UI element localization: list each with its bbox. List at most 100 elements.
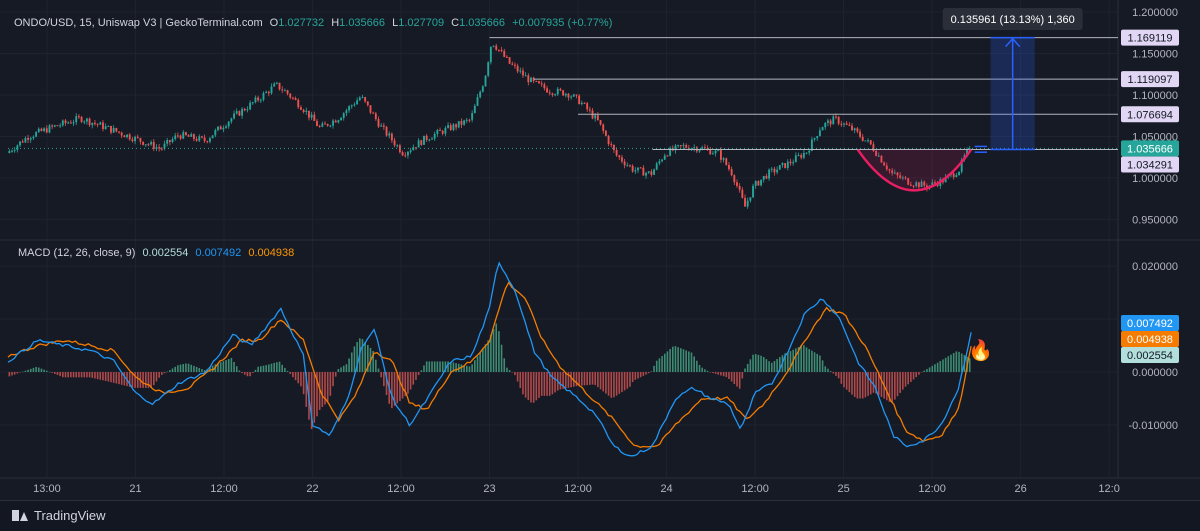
macd-histogram-bar bbox=[770, 362, 773, 373]
macd-histogram-bar bbox=[787, 352, 789, 373]
macd-histogram-bar bbox=[217, 363, 219, 373]
macd-histogram-bar bbox=[281, 364, 284, 373]
macd-histogram-bar bbox=[332, 372, 334, 387]
candle-body bbox=[508, 57, 511, 64]
macd-axis-label: 0.002554 bbox=[1127, 350, 1173, 362]
candle-body bbox=[452, 124, 455, 130]
candle-body bbox=[784, 163, 787, 168]
macd-histogram-bar bbox=[658, 358, 661, 373]
macd-histogram-bar bbox=[286, 370, 289, 373]
candle-body bbox=[380, 125, 383, 127]
candle-body bbox=[278, 82, 281, 90]
candle-body bbox=[602, 124, 605, 131]
macd-histogram-bar bbox=[348, 358, 350, 373]
candle-body bbox=[505, 56, 508, 58]
macd-histogram-bar bbox=[11, 372, 13, 376]
candle-body bbox=[69, 122, 72, 124]
candle-body bbox=[123, 135, 126, 138]
macd-histogram-bar bbox=[952, 353, 955, 373]
macd-signal-line[interactable] bbox=[7, 281, 972, 448]
macd-histogram-bar bbox=[693, 356, 695, 373]
macd-histogram-bar bbox=[471, 364, 473, 373]
candle-body bbox=[267, 91, 270, 94]
candle-body bbox=[11, 150, 13, 152]
candle-body bbox=[530, 77, 532, 83]
price-axis-label: 1.169119 bbox=[1127, 33, 1172, 45]
candle-body bbox=[623, 161, 626, 166]
macd-title[interactable]: MACD (12, 26, close, 9) bbox=[18, 247, 136, 259]
candle-body bbox=[166, 140, 169, 144]
chart-canvas[interactable]: 1.2000001.1500001.1000001.0500001.000000… bbox=[0, 0, 1200, 500]
candle-body bbox=[827, 120, 829, 123]
macd-histogram-bar bbox=[680, 348, 682, 373]
macd-histogram-bar bbox=[690, 352, 693, 373]
macd-axis-label: 0.007492 bbox=[1127, 318, 1173, 330]
macd-histogram-bar bbox=[554, 372, 556, 393]
tradingview-logo[interactable]: TradingView bbox=[12, 508, 106, 523]
candle-body bbox=[388, 133, 391, 136]
candle-body bbox=[457, 121, 460, 128]
candle-body bbox=[476, 97, 479, 106]
candle-body bbox=[449, 125, 452, 130]
macd-histogram-bar bbox=[773, 360, 776, 373]
time-axis-tick-label: 23 bbox=[483, 483, 495, 495]
macd-histogram-bar bbox=[399, 372, 401, 401]
macd-histogram-bar bbox=[249, 372, 251, 377]
macd-histogram-bar bbox=[602, 372, 605, 392]
macd-histogram-bar bbox=[562, 372, 564, 389]
macd-histogram-bar bbox=[300, 372, 302, 387]
macd-histogram-bar bbox=[353, 346, 356, 373]
macd-histogram-bar bbox=[407, 372, 409, 394]
macd-histogram-bar bbox=[32, 367, 35, 373]
macd-histogram-bar bbox=[671, 346, 674, 373]
candle-body bbox=[821, 127, 824, 131]
macd-histogram-bar bbox=[484, 344, 487, 373]
candle-body bbox=[91, 122, 94, 126]
candle-body bbox=[917, 182, 920, 188]
macd-histogram-bar bbox=[102, 372, 104, 381]
candle-body bbox=[709, 149, 712, 155]
time-axis-tick-label: 12:00 bbox=[387, 483, 415, 495]
macd-histogram-bar bbox=[551, 372, 554, 395]
macd-histogram-bar bbox=[350, 352, 353, 373]
macd-histogram-bar bbox=[396, 372, 399, 404]
candle-body bbox=[329, 125, 332, 127]
macd-histogram-bar bbox=[704, 369, 706, 373]
cup-pattern-arc[interactable] bbox=[856, 149, 973, 192]
macd-histogram-bar bbox=[811, 350, 813, 373]
macd-histogram-bar bbox=[185, 363, 187, 373]
candle-body bbox=[324, 123, 326, 125]
candle-body bbox=[88, 118, 91, 126]
macd-histogram-bar bbox=[875, 372, 877, 394]
macd-histogram-bar bbox=[468, 366, 471, 373]
macd-histogram-bar bbox=[75, 372, 78, 378]
candle-body bbox=[158, 147, 161, 149]
macd-histogram-bar bbox=[198, 368, 201, 373]
candle-body bbox=[615, 150, 618, 156]
macd-histogram-bar bbox=[243, 372, 246, 375]
macd-histogram-bar bbox=[864, 372, 867, 398]
macd-histogram-bar bbox=[219, 362, 222, 373]
macd-histogram-bar bbox=[54, 372, 56, 374]
macd-histogram-bar bbox=[361, 339, 364, 373]
macd-histogram-bar bbox=[449, 361, 452, 373]
macd-histogram-bar bbox=[104, 372, 107, 381]
macd-histogram-bar bbox=[615, 372, 618, 396]
macd-histogram-bar bbox=[637, 372, 639, 379]
macd-line[interactable] bbox=[7, 261, 972, 457]
macd-histogram-bar bbox=[45, 370, 48, 373]
symbol-label[interactable]: ONDO/USD, 15, Uniswap V3 | GeckoTerminal… bbox=[14, 17, 263, 29]
macd-histogram-bar bbox=[345, 364, 348, 373]
candle-body bbox=[867, 140, 870, 142]
macd-histogram-bar bbox=[910, 372, 912, 382]
candle-body bbox=[869, 140, 872, 145]
macd-histogram-bar bbox=[318, 372, 321, 410]
macd-histogram-bar bbox=[326, 372, 329, 403]
candle-body bbox=[538, 81, 540, 84]
macd-histogram-bar bbox=[383, 372, 385, 387]
price-axis-tick-label: 1.100000 bbox=[1132, 90, 1178, 102]
macd-histogram-bar bbox=[329, 372, 332, 396]
macd-histogram-bar bbox=[227, 359, 230, 373]
candle-body bbox=[310, 114, 313, 118]
